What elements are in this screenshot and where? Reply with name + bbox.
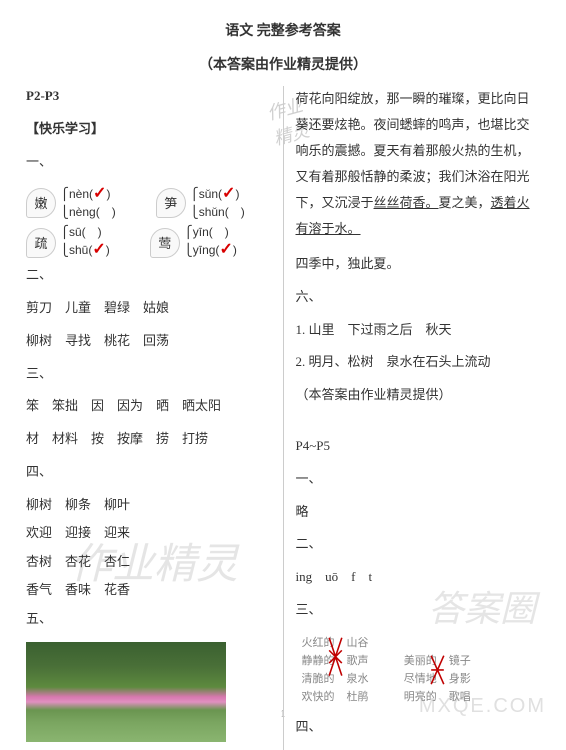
answer-line: 柳树 寻找 桃花 回荡 (26, 331, 271, 352)
bracket-group: ⎧nèn(✓) ⎩nèng( ) (60, 184, 116, 220)
pinyin-option: ⎩nèng( ) (60, 205, 116, 221)
page-title: 语文 完整参考答案 (0, 20, 566, 40)
pinyin-option: ⎩shū(✓) (60, 240, 110, 261)
answer-line: 材 材料 按 按摩 捞 打捞 (26, 429, 271, 450)
matching-table: 美丽的镜子 尽情地身影 明亮的歌唱 (398, 651, 477, 705)
matching-box-1: 火红的山谷 静静的歌声 清脆的泉水 欢快的杜鹃 (296, 633, 375, 705)
section-one-label: 一、 (26, 152, 271, 173)
answer-line: ing uō f t (296, 567, 541, 588)
pinyin-option: ⎧yīn( ) (184, 225, 237, 241)
matching-table: 火红的山谷 静静的歌声 清脆的泉水 欢快的杜鹃 (296, 633, 375, 705)
answer-line: 香气 香味 花香 (26, 580, 271, 600)
pinyin-option: ⎧sǔn(✓) (190, 184, 245, 205)
pinyin-item: 疏 ⎧sū( ) ⎩shū(✓) (26, 225, 110, 261)
answer-line: 笨 笨拙 因 因为 晒 晒太阳 (26, 396, 271, 417)
bracket-group: ⎧sǔn(✓) ⎩shǔn( ) (190, 184, 245, 220)
pinyin-option: ⎩shǔn( ) (190, 205, 245, 221)
pinyin-item: 莺 ⎧yīn( ) ⎩yīng(✓) (150, 225, 237, 261)
answer-line: 柳树 柳条 柳叶 (26, 495, 271, 515)
answer-line: 欢迎 迎接 迎来 (26, 523, 271, 543)
section-one-label: 一、 (296, 469, 541, 490)
char-circle: 疏 (26, 228, 56, 258)
matching-box-2: 美丽的镜子 尽情地身影 明亮的歌唱 (398, 651, 477, 705)
lotus-photo (26, 642, 226, 742)
section-two-label: 二、 (26, 265, 271, 286)
pinyin-option: ⎧sū( ) (60, 225, 110, 241)
pinyin-row: 嫩 ⎧nèn(✓) ⎩nèng( ) 笋 ⎧sǔn(✓) ⎩shǔn( ) (26, 184, 271, 220)
char-circle: 笋 (156, 188, 186, 218)
section-three-label: 三、 (26, 364, 271, 385)
page-subtitle: （本答案由作业精灵提供） (0, 54, 566, 74)
section-five-label: 五、 (26, 609, 271, 630)
right-column: 荷花向阳绽放，那一瞬的璀璨，更比向日葵还要炫艳。夜间蟋蟀的鸣声，也堪比交响乐的震… (283, 86, 541, 750)
pinyin-option: ⎧nèn(✓) (60, 184, 116, 205)
char-circle: 嫩 (26, 188, 56, 218)
pinyin-option: ⎩yīng(✓) (184, 240, 237, 261)
section-six-label: 六、 (296, 287, 541, 308)
underlined-text: 丝丝荷香。 (374, 195, 439, 210)
columns: P2-P3 【快乐学习】 一、 嫩 ⎧nèn(✓) ⎩nèng( ) 笋 ⎧sǔ… (0, 86, 566, 750)
answer-line: 杏树 杏花 杏仁 (26, 552, 271, 572)
matching-row: 火红的山谷 静静的歌声 清脆的泉水 欢快的杜鹃 美丽的镜子 尽情地身影 明亮的歌… (296, 633, 541, 709)
section-two-label: 二、 (296, 534, 541, 555)
header: 语文 完整参考答案 （本答案由作业精灵提供） (0, 0, 566, 74)
answer-line: 剪刀 儿童 碧绿 姑娘 (26, 298, 271, 319)
page-range: P2-P3 (26, 86, 271, 107)
pinyin-row: 疏 ⎧sū( ) ⎩shū(✓) 莺 ⎧yīn( ) ⎩yīng(✓) (26, 225, 271, 261)
bracket-group: ⎧sū( ) ⎩shū(✓) (60, 225, 110, 261)
page-range-2: P4~P5 (296, 436, 541, 457)
answer-line: 2. 明月、松树 泉水在石头上流动 (296, 352, 541, 373)
section-label: 【快乐学习】 (26, 119, 271, 140)
bracket-group: ⎧yīn( ) ⎩yīng(✓) (184, 225, 237, 261)
section-four-label: 四、 (26, 462, 271, 483)
pinyin-item: 笋 ⎧sǔn(✓) ⎩shǔn( ) (156, 184, 245, 220)
answer-line: 1. 山里 下过雨之后 秋天 (296, 320, 541, 341)
section-three-label: 三、 (296, 600, 541, 621)
paragraph: 荷花向阳绽放，那一瞬的璀璨，更比向日葵还要炫艳。夜间蟋蟀的鸣声，也堪比交响乐的震… (296, 86, 541, 242)
char-circle: 莺 (150, 228, 180, 258)
credit-line: （本答案由作业精灵提供） (296, 385, 541, 406)
section-four-label: 四、 (296, 717, 541, 738)
pinyin-item: 嫩 ⎧nèn(✓) ⎩nèng( ) (26, 184, 116, 220)
left-column: P2-P3 【快乐学习】 一、 嫩 ⎧nèn(✓) ⎩nèng( ) 笋 ⎧sǔ… (26, 86, 283, 750)
answer-line: 略 (296, 502, 541, 523)
paragraph-tail: 四季中，独此夏。 (296, 254, 541, 275)
